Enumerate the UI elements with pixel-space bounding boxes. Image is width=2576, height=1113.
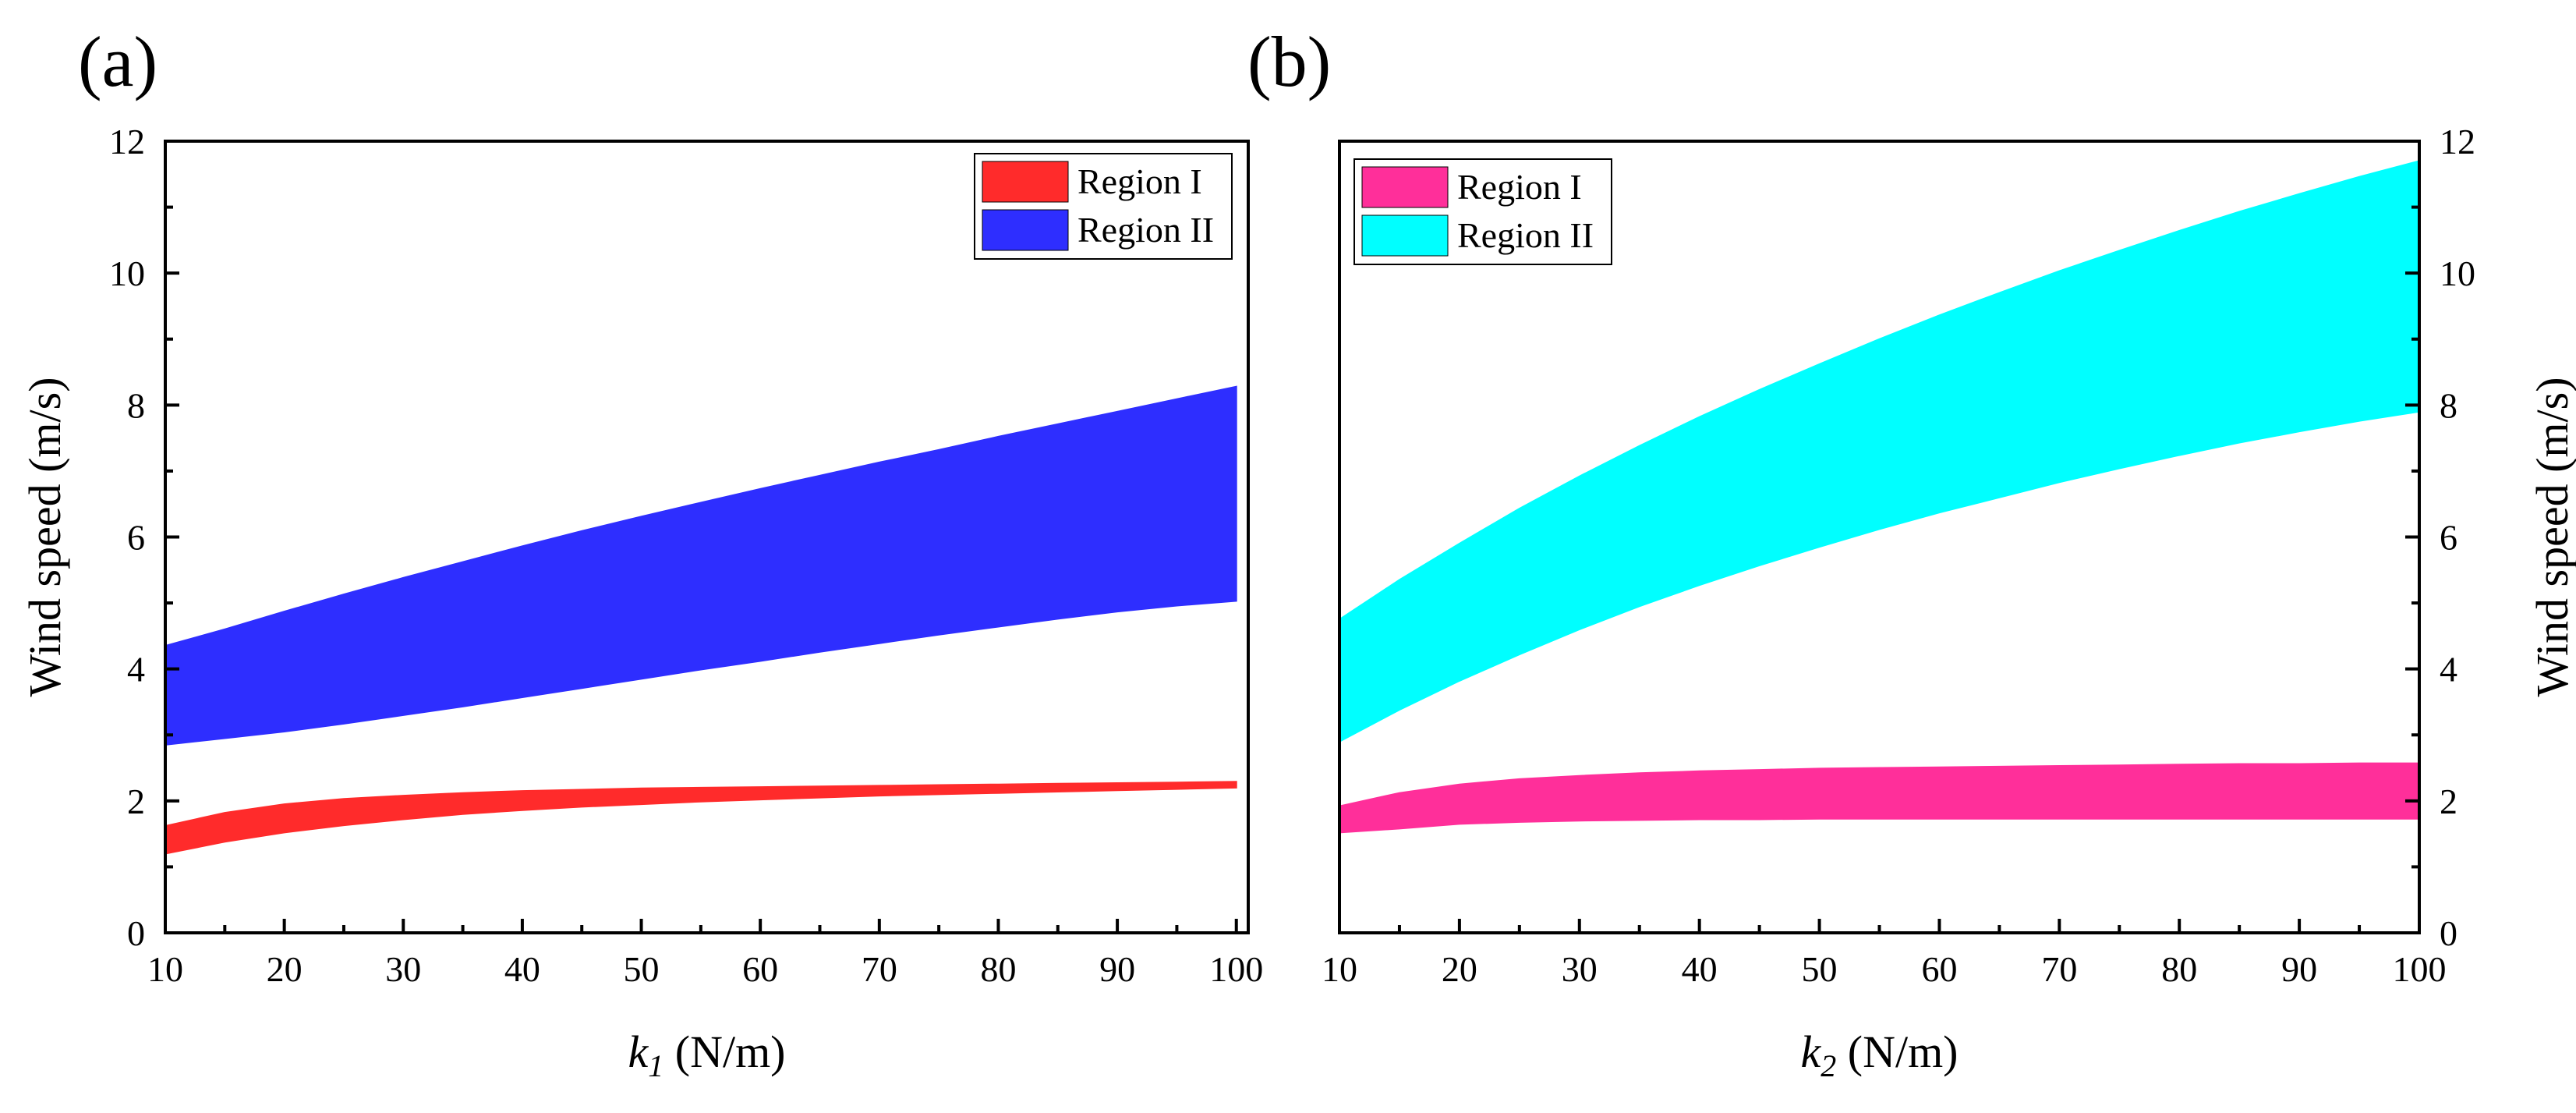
panel-b-label: (b)	[1247, 22, 1331, 101]
panel-a-y-axis-title: Wind speed (m/s)	[19, 377, 70, 697]
panel-a-legend-label-region-1: Region I	[1077, 161, 1202, 201]
panel-a-bands	[165, 385, 1237, 855]
panel-b-x-tick-label: 40	[1682, 949, 1718, 989]
panel-a: (a) 10 20 30 40 50 60 70 80 90 100 0 2 4 6 8 10 12 k1 (N/m…	[19, 22, 1263, 1083]
panel-a-y-tick-label: 8	[127, 385, 145, 425]
panel-b-y-tick-label: 4	[2440, 650, 2457, 689]
panel-a-label: (a)	[78, 22, 157, 101]
panel-a-y-tick-label: 10	[109, 253, 145, 293]
panel-a-x-tick-label: 20	[267, 949, 303, 989]
panel-a-x-tick-label: 10	[147, 949, 183, 989]
panel-b-bands	[1339, 160, 2419, 834]
panel-a-legend-swatch-region-2	[982, 209, 1069, 251]
panel-b-x-tick-label: 20	[1442, 949, 1477, 989]
panel-b-y-tick-label: 8	[2440, 385, 2457, 425]
panel-a-legend-swatch-region-1	[982, 161, 1069, 203]
panel-b-legend-label-region-1: Region I	[1457, 167, 1582, 207]
panel-a-y-tick-label: 12	[109, 122, 145, 161]
panel-b-legend-swatch-region-2	[1361, 214, 1449, 257]
panel-a-x-tick-label: 50	[624, 949, 660, 989]
panel-b-x-axis-unit: (N/m)	[1836, 1026, 1958, 1077]
panel-b-y-tick-label: 6	[2440, 518, 2457, 558]
panel-a-x-tick-label: 100	[1209, 949, 1263, 989]
panel-a-y-tick-label: 4	[127, 650, 145, 689]
panel-b-x-tick-label: 60	[1921, 949, 1957, 989]
panel-a-x-axis-var: k	[628, 1026, 649, 1077]
panel-a-x-tick-label: 90	[1099, 949, 1135, 989]
panel-b-legend-label-region-2: Region II	[1457, 215, 1594, 255]
panel-a-band-region-2	[165, 385, 1237, 746]
panel-a-x-tick-label: 80	[980, 949, 1016, 989]
panel-a-x-tick-label: 60	[742, 949, 778, 989]
panel-a-x-tick-label: 40	[504, 949, 540, 989]
panel-a-x-tick-label: 30	[385, 949, 421, 989]
panel-a-legend: Region I Region II	[974, 153, 1233, 260]
panel-b-y-axis-title: Wind speed (m/s)	[2527, 377, 2576, 697]
panel-a-y-tick-label: 2	[127, 782, 145, 821]
panel-b-x-axis-title: k2 (N/m)	[1801, 1026, 1959, 1083]
panel-a-x-tick-label: 70	[862, 949, 897, 989]
panel-b-x-tick-label: 100	[2393, 949, 2447, 989]
panel-b-x-tick-label: 80	[2161, 949, 2197, 989]
panel-b-x-tick-label: 10	[1322, 949, 1357, 989]
panel-b-x-axis-var: k	[1801, 1026, 1822, 1077]
panel-a-band-region-1	[165, 781, 1237, 855]
panel-b-y-tick-label: 10	[2440, 253, 2475, 293]
panel-b-y-tick-label: 2	[2440, 782, 2457, 821]
panel-b-y-tick-label: 12	[2440, 122, 2475, 161]
panel-b-x-axis-sub: 2	[1821, 1048, 1836, 1083]
panel-a-x-axis-unit: (N/m)	[663, 1026, 785, 1077]
panel-b-x-tick-label: 30	[1562, 949, 1598, 989]
panel-a-y-tick-label: 6	[127, 518, 145, 558]
panel-b-legend: Region I Region II	[1353, 158, 1612, 265]
panel-a-y-tick-label: 0	[127, 913, 145, 953]
panel-b-y-tick-label: 0	[2440, 913, 2457, 953]
panel-a-x-axis-title: k1 (N/m)	[628, 1026, 786, 1083]
panel-a-x-axis-sub: 1	[648, 1048, 663, 1083]
panel-b-x-tick-label: 50	[1802, 949, 1838, 989]
panel-a-legend-label-region-2: Region II	[1077, 210, 1214, 250]
panel-b-x-tick-label: 90	[2281, 949, 2317, 989]
panel-b-legend-swatch-region-1	[1361, 166, 1449, 208]
panel-b-band-region-2	[1339, 160, 2419, 743]
panel-b-x-tick-label: 70	[2041, 949, 2077, 989]
panel-b-band-region-1	[1339, 762, 2419, 834]
